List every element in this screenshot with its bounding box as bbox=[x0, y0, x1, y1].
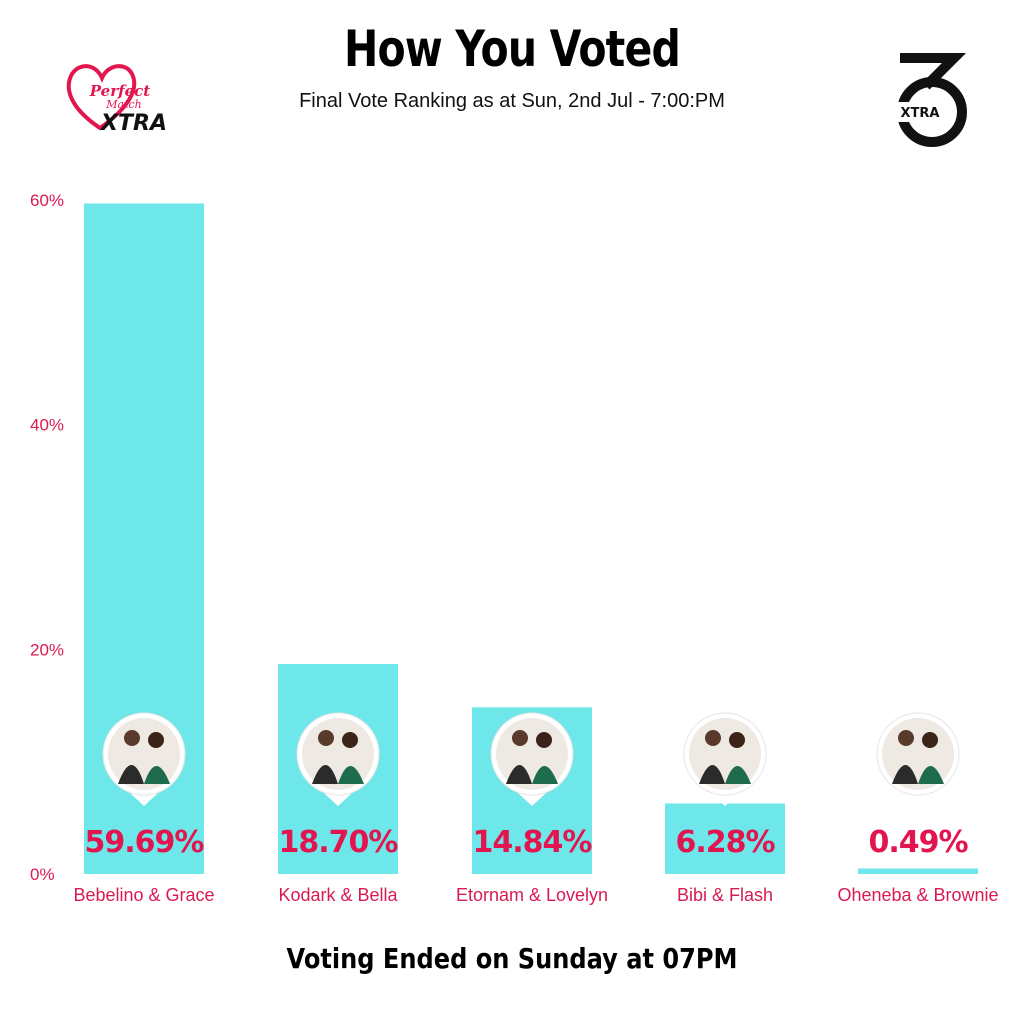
chart-title: How You Voted bbox=[344, 20, 681, 78]
avatar-person-head bbox=[705, 730, 721, 746]
category-label: Oheneba & Brownie bbox=[837, 885, 998, 905]
avatar-person-body bbox=[144, 766, 170, 784]
value-label: 18.70% bbox=[279, 825, 399, 860]
y-tick-label: 0% bbox=[30, 865, 55, 884]
avatar-person-head bbox=[922, 732, 938, 748]
value-label: 14.84% bbox=[473, 825, 593, 860]
category-label: Bibi & Flash bbox=[677, 885, 773, 905]
chart-subtitle: Final Vote Ranking as at Sun, 2nd Jul - … bbox=[299, 90, 725, 112]
avatar-person-head bbox=[536, 732, 552, 748]
avatar-person-head bbox=[898, 730, 914, 746]
avatar-person-body bbox=[532, 766, 558, 784]
tv3-xtra-logo-icon bbox=[894, 53, 967, 147]
value-label: 59.69% bbox=[85, 825, 205, 860]
bar-chart: 0% 20% 40% 60% 59.69% Bebelino & Grace 18.70% K… bbox=[30, 191, 999, 905]
avatar-person-body bbox=[892, 765, 918, 784]
svg-text:Match: Match bbox=[105, 98, 142, 111]
avatar-photo bbox=[689, 718, 761, 790]
avatar-person-body bbox=[312, 765, 338, 784]
avatar-person-body bbox=[118, 765, 144, 784]
avatar-photo bbox=[496, 718, 568, 790]
avatar-person-body bbox=[506, 765, 532, 784]
y-tick-label: 40% bbox=[30, 416, 64, 435]
avatar-person-body bbox=[338, 766, 364, 784]
svg-text:XTRA: XTRA bbox=[901, 106, 940, 121]
bar bbox=[858, 868, 978, 874]
category-label: Etornam & Lovelyn bbox=[456, 885, 608, 905]
value-label: 6.28% bbox=[675, 825, 775, 860]
voting-ended-note: Voting Ended on Sunday at 07PM bbox=[286, 942, 738, 975]
tv3-xtra-logo: XTRA bbox=[894, 53, 967, 147]
avatar-person-head bbox=[318, 730, 334, 746]
svg-text:Perfect: Perfect bbox=[89, 82, 150, 100]
y-tick-label: 60% bbox=[30, 191, 64, 210]
perfect-match-xtra-logo: Perfect Match XTRA bbox=[66, 64, 167, 136]
avatar-person-head bbox=[342, 732, 358, 748]
avatar-person-head bbox=[124, 730, 140, 746]
avatar-photo bbox=[882, 718, 954, 790]
avatar-person-head bbox=[512, 730, 528, 746]
svg-text:XTRA: XTRA bbox=[99, 111, 167, 136]
avatar-person-head bbox=[148, 732, 164, 748]
avatar-photo bbox=[302, 718, 374, 790]
avatar-person-body bbox=[725, 766, 751, 784]
value-label: 0.49% bbox=[868, 825, 968, 860]
category-label: Kodark & Bella bbox=[278, 885, 398, 905]
avatar-person-body bbox=[699, 765, 725, 784]
heart-logo-icon bbox=[66, 64, 137, 131]
y-tick-label: 20% bbox=[30, 640, 64, 659]
avatar-photo bbox=[108, 718, 180, 790]
avatar-person-body bbox=[918, 766, 944, 784]
avatar-person-head bbox=[729, 732, 745, 748]
category-label: Bebelino & Grace bbox=[73, 885, 214, 905]
bar bbox=[665, 803, 785, 874]
